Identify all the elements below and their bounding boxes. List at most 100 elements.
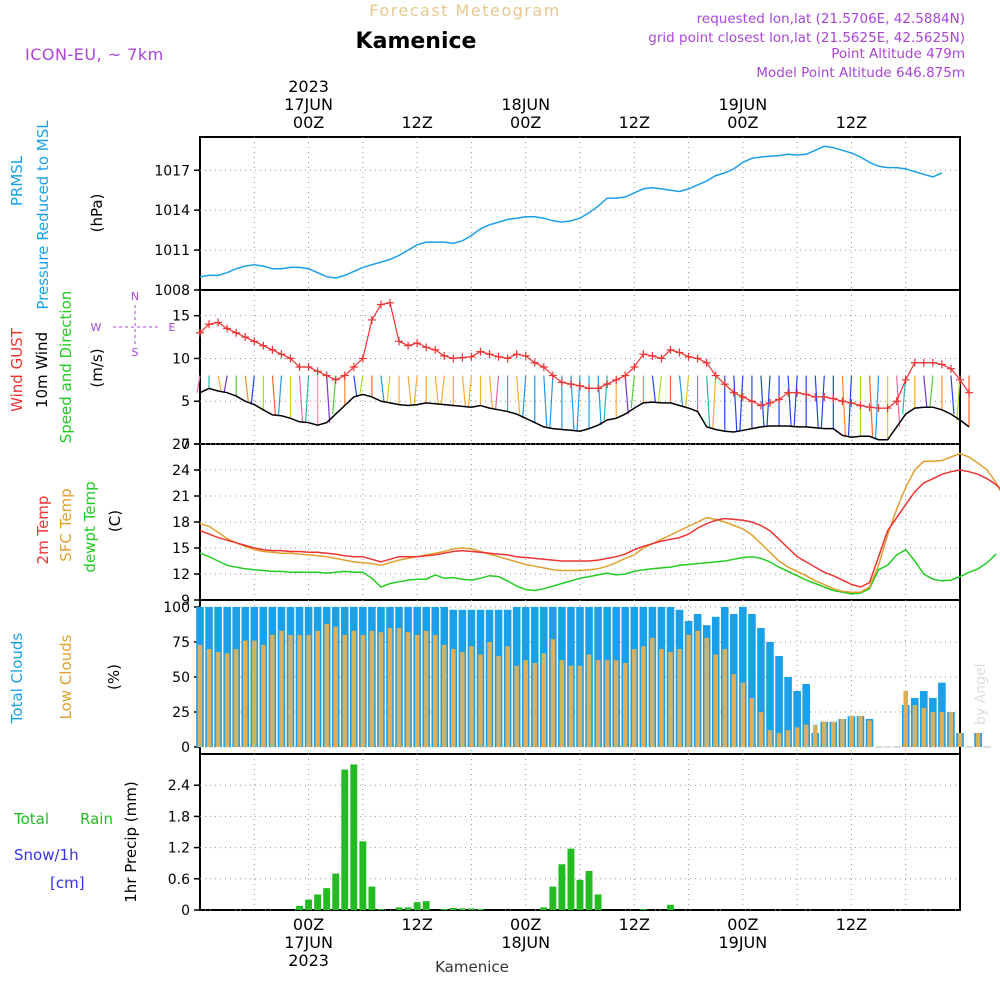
rain-bar	[540, 907, 548, 910]
wind-gust-marker	[802, 390, 811, 399]
rain-bar	[440, 908, 448, 910]
wind-gust-marker	[250, 337, 259, 346]
wind-direction-arrow	[461, 375, 466, 407]
low-cloud-bar	[460, 651, 465, 747]
wind-gust-marker	[467, 352, 476, 361]
pressure-line	[199, 145, 943, 279]
low-cloud-bar	[487, 642, 492, 747]
wind-direction-arrow	[739, 375, 744, 431]
low-cloud-bar	[758, 712, 764, 747]
wind-direction-arrow	[353, 375, 358, 398]
wind-gust-marker	[422, 343, 431, 352]
wind-direction-arrow	[657, 375, 663, 403]
wind-gust-marker	[557, 378, 566, 387]
bottom-year-label: 2023	[288, 951, 329, 970]
bottom-time-label: 00Z	[510, 915, 541, 934]
wind-direction-arrow	[841, 375, 846, 436]
wind-direction-arrow	[407, 375, 412, 406]
wind-gust-marker	[684, 352, 693, 361]
temperature-ytick-label: 21	[172, 489, 190, 505]
total-cloud-bar	[748, 614, 756, 747]
low-cloud-bar	[686, 635, 691, 747]
wind-gust-marker	[386, 298, 394, 307]
rain-bar	[585, 871, 593, 910]
precip-ytick-label: 1.8	[168, 809, 190, 825]
bottom-date-label: 19JUN	[718, 933, 767, 952]
sfc-temp-label: SFC Temp	[57, 488, 75, 561]
low-cloud-bar	[659, 649, 664, 747]
wind-gust-marker	[711, 371, 720, 380]
wind-gust-marker	[639, 350, 648, 359]
low-cloud-bar	[432, 635, 438, 747]
wind-gust-marker	[214, 318, 223, 327]
snow-unit-label: [cm]	[50, 874, 85, 892]
rain-bar	[422, 901, 430, 910]
wind-gust-marker	[693, 354, 702, 363]
bottom-time-label: 00Z	[727, 915, 758, 934]
wind-gust-marker	[503, 354, 512, 363]
low-cloud-bar	[831, 721, 836, 747]
wind-direction-arrow	[651, 375, 656, 403]
low-cloud-bar	[559, 660, 565, 747]
wind-direction-arrow	[304, 375, 310, 423]
low-cloud-bar	[215, 651, 221, 747]
low-cloud-bar	[586, 654, 592, 747]
low-cloud-bar	[957, 733, 963, 747]
low-cloud-bar	[867, 720, 872, 747]
rain-bar	[314, 894, 322, 910]
total-cloud-bar	[802, 684, 810, 747]
precip-ytick-label: 0	[181, 903, 190, 919]
wind-direction-arrow	[820, 375, 825, 429]
wind-direction-arrow	[434, 375, 439, 404]
wind-direction-arrow	[597, 375, 602, 426]
total-cloud-bar	[766, 642, 774, 747]
total-rain-label-b: Rain	[80, 810, 113, 828]
low-cloud-bar	[785, 730, 791, 747]
wind-direction-arrow	[277, 375, 283, 416]
low-cloud-bar	[622, 663, 628, 747]
rain-bar	[368, 886, 376, 910]
clouds-ytick-label: 50	[172, 670, 190, 686]
snow-label: Snow/1h	[14, 846, 79, 864]
wind-gust-marker	[530, 358, 539, 367]
low-cloud-bar	[740, 682, 746, 747]
top-time-label: 12Z	[836, 113, 867, 132]
rain-bar	[341, 769, 349, 910]
wind-direction-arrow	[386, 375, 391, 403]
temperature-ytick-label: 12	[172, 567, 190, 583]
rain-bar	[467, 908, 475, 910]
wind-gust-marker	[901, 375, 910, 384]
wind-gust-marker	[865, 403, 874, 412]
low-cloud-bar	[939, 712, 945, 747]
rain-bar	[359, 841, 367, 910]
rain-bar	[594, 894, 602, 910]
pressure-label-short: PRMSL	[8, 155, 26, 206]
wind-gust-marker	[295, 363, 304, 371]
wind-gust-marker	[196, 328, 204, 337]
wind-gust-marker	[458, 353, 467, 362]
wind-direction-arrow	[950, 375, 955, 415]
wind-direction-arrow	[244, 375, 249, 402]
wind-gust-marker	[811, 392, 820, 401]
low-cloud-bar	[270, 635, 275, 747]
top-year-label: 2023	[288, 77, 329, 96]
wind-direction-arrow	[678, 375, 684, 406]
wind-gust-marker	[512, 350, 521, 359]
compass-s: S	[132, 346, 139, 359]
low-cloud-bar	[324, 623, 329, 747]
low-cloud-bar	[378, 632, 384, 747]
temperature-ytick-label: 24	[172, 463, 190, 479]
model-altitude: Model Point Altitude 646.875m	[756, 65, 965, 81]
wind-gust-marker	[892, 397, 901, 406]
low-cloud-bar	[514, 665, 519, 747]
rain-bar	[350, 764, 358, 910]
wind-gust-marker	[286, 354, 295, 363]
pressure-unit-label: (hPa)	[88, 194, 106, 233]
low-cloud-bar	[858, 716, 863, 747]
total-cloud-bar	[739, 607, 747, 747]
wind-gust-marker	[729, 388, 738, 397]
location-title: Kamenice	[356, 29, 477, 54]
wind-gust-marker	[603, 380, 612, 389]
compass-n: N	[131, 290, 139, 303]
bottom-time-label: 12Z	[619, 915, 650, 934]
